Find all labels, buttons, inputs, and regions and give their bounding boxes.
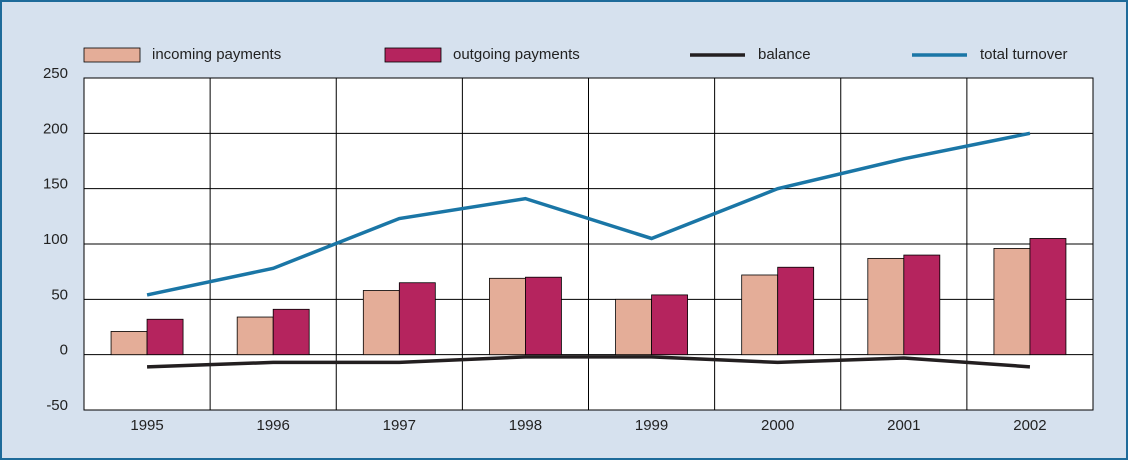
bar (489, 277, 526, 356)
x-tick-label: 1997 (383, 417, 416, 434)
bar (741, 274, 779, 356)
y-tick-label: -50 (46, 397, 68, 414)
y-tick-label: 0 (60, 342, 68, 359)
legend-swatch (83, 47, 141, 63)
bar (1029, 238, 1067, 356)
x-tick-label: 1996 (257, 417, 290, 434)
bar (272, 308, 310, 356)
bar (525, 276, 562, 356)
y-tick-label: 100 (43, 231, 68, 248)
bar (398, 282, 436, 356)
y-tick-label: 150 (43, 176, 68, 193)
x-tick-label: 1998 (509, 417, 542, 434)
y-tick-label: 50 (51, 286, 68, 303)
bar (236, 316, 274, 356)
line (146, 131, 1031, 297)
legend-label: balance (758, 46, 811, 63)
bar (110, 331, 148, 356)
bar (903, 254, 941, 356)
bar (867, 257, 905, 356)
bar (615, 298, 652, 356)
legend-label: total turnover (980, 46, 1068, 63)
legend-label: outgoing payments (453, 46, 580, 63)
x-tick-label: 1999 (635, 417, 668, 434)
line (147, 355, 1031, 369)
y-tick-label: 250 (43, 65, 68, 82)
bar (777, 266, 815, 356)
y-tick-label: 200 (43, 120, 68, 137)
x-tick-label: 2002 (1013, 417, 1046, 434)
x-tick-label: 2000 (761, 417, 794, 434)
bar (146, 318, 184, 356)
x-tick-label: 1995 (130, 417, 163, 434)
x-tick-label: 2001 (887, 417, 920, 434)
legend-swatch (384, 47, 442, 63)
bar (362, 290, 400, 356)
bar (651, 294, 688, 356)
legend-label: incoming payments (152, 46, 281, 63)
bar (993, 248, 1031, 356)
